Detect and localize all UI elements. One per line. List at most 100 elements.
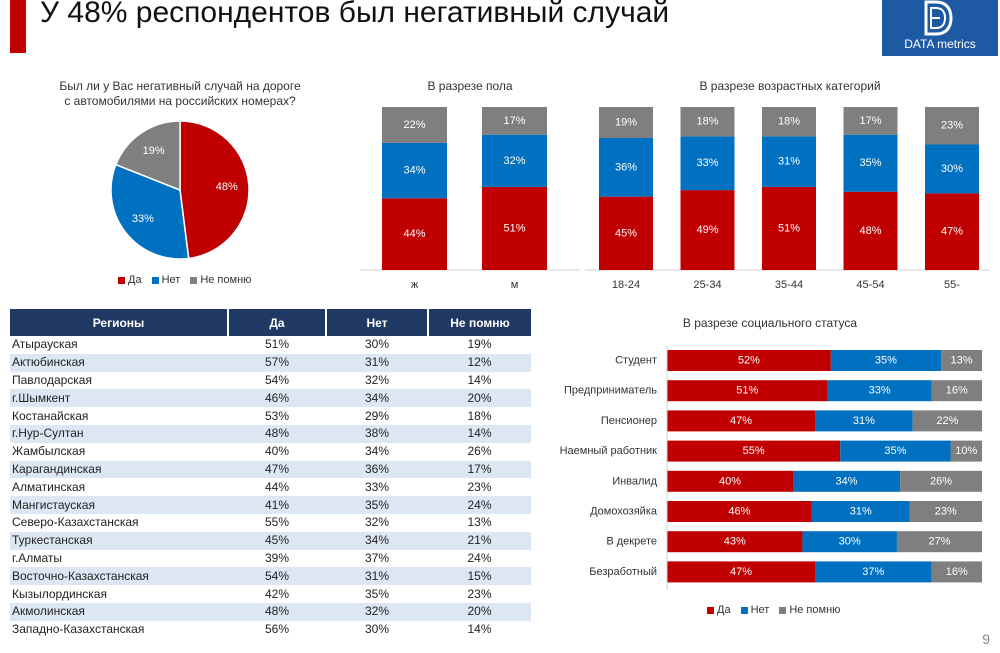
pie-label-dontknow: 19% xyxy=(143,145,165,157)
age-chart: 45% 36% 19% 18-24 49% 33% 18% 25-34 51% 31% 18% 35-… xyxy=(585,107,990,291)
column-header-no: Нет xyxy=(326,309,429,336)
social-chart: Студент 52% 35% 13% Предприниматель 51% 33% 16%… xyxy=(560,346,982,590)
social-bar-dontknow xyxy=(900,470,982,492)
gender-bar-yes xyxy=(382,198,447,270)
table-row: Акмолинская 48% 32% 20% xyxy=(10,602,531,621)
region-name-cell: Туркестанская xyxy=(10,531,228,550)
age-bar-no xyxy=(762,136,816,187)
age-value-label: 30% xyxy=(941,163,963,175)
gender-chart-title: В разрезе пола xyxy=(427,79,513,93)
column-header-region: Регионы xyxy=(10,309,229,336)
legend-label-dontknow: Не помню xyxy=(789,604,841,616)
percent-cell-no: 32% xyxy=(326,602,428,621)
region-name-cell: Карагандинская xyxy=(10,460,228,479)
region-name-cell: г.Нур-Султан xyxy=(10,424,228,443)
social-value-label: 34% xyxy=(836,475,858,487)
percent-cell-yes: 53% xyxy=(264,408,290,423)
social-bar-yes xyxy=(667,561,816,583)
age-value-label: 17% xyxy=(859,115,881,127)
legend-swatch-no xyxy=(151,276,159,284)
percent-cell-dontknow: 13% xyxy=(467,515,492,530)
legend-swatch-no xyxy=(740,606,748,614)
percent-cell-no: 34% xyxy=(364,444,390,459)
social-category-label: Студент xyxy=(615,355,657,367)
table-row: Актюбинская 57% 31% 12% xyxy=(10,353,531,372)
age-category-label: 35-44 xyxy=(775,279,803,291)
gender-bar-no xyxy=(482,134,547,187)
legend-label-yes: Да xyxy=(717,604,731,616)
social-category-label: Предприниматель xyxy=(564,385,657,397)
percent-cell-yes: 54% xyxy=(228,567,326,586)
region-name-cell: Актюбинская xyxy=(10,353,228,372)
age-value-label: 35% xyxy=(859,157,881,169)
percent-cell-no: 38% xyxy=(326,424,428,443)
region-name-cell: Атырауская xyxy=(12,337,78,352)
gender-chart: 44% 34% 22% ж 51% 32% 17% м xyxy=(360,107,580,291)
social-value-label: 16% xyxy=(946,566,968,578)
social-bar-yes xyxy=(667,501,812,522)
table-row: Костанайская 53% 29% 18% xyxy=(10,407,531,425)
percent-cell-dontknow: 12% xyxy=(428,353,531,372)
legend-item-no: Нет xyxy=(151,274,180,286)
age-bar-no xyxy=(843,134,898,192)
pie-chart: 48% 33% 19% xyxy=(110,120,250,260)
age-value-label: 51% xyxy=(778,222,800,234)
pie-title-line-1: Был ли у Вас негативный случай на дороге xyxy=(59,79,301,93)
gender-bar-yes xyxy=(482,186,547,270)
social-bar-no xyxy=(793,470,901,492)
pie-slice-dontknow xyxy=(114,120,181,192)
social-value-label: 16% xyxy=(946,385,968,397)
table-row: Северо-Казахстанская 55% 32% 13% xyxy=(10,514,531,532)
percent-cell-dontknow: 24% xyxy=(467,550,492,565)
data-metrics-logo: DATA metrics xyxy=(882,0,998,56)
legend-swatch-dontknow xyxy=(779,606,787,614)
social-bar-dontknow xyxy=(950,440,982,462)
percent-cell-no: 30% xyxy=(364,622,390,637)
percent-cell-no: 34% xyxy=(326,531,428,550)
title-accent-bar xyxy=(10,0,26,53)
table-row: Кызылординская 42% 35% 23% xyxy=(10,585,531,603)
age-value-label: 33% xyxy=(696,157,718,169)
age-bar-yes xyxy=(925,193,979,270)
social-value-label: 51% xyxy=(736,385,758,397)
age-category-label: 25-34 xyxy=(693,279,721,291)
social-bar-no xyxy=(830,350,942,371)
age-category-label: 45-54 xyxy=(856,279,884,291)
social-bar-dontknow xyxy=(909,501,982,522)
age-bar-no xyxy=(925,144,979,194)
social-value-label: 35% xyxy=(884,445,906,457)
gender-value-label: 34% xyxy=(403,165,425,177)
table-row: Мангистауская 41% 35% 24% xyxy=(10,496,531,514)
region-name-cell: Западно-Казахстанская xyxy=(12,622,145,637)
gender-value-label: 22% xyxy=(403,119,425,131)
percent-cell-yes: 42% xyxy=(264,586,290,601)
social-value-label: 26% xyxy=(930,475,952,487)
table-row: Карагандинская 47% 36% 17% xyxy=(10,460,531,479)
age-bar-dontknow xyxy=(680,107,735,137)
table-row: Жамбылская 40% 34% 26% xyxy=(10,443,531,461)
gender-bar-no xyxy=(382,142,447,199)
percent-cell-dontknow: 20% xyxy=(428,602,531,621)
gender-value-label: 17% xyxy=(503,115,525,127)
page-number: 9 xyxy=(982,631,990,647)
region-name-cell: Акмолинская xyxy=(10,602,228,621)
percent-cell-yes: 47% xyxy=(228,460,326,479)
region-name-cell: Кызылординская xyxy=(12,586,107,601)
gender-value-label: 44% xyxy=(403,228,425,240)
age-value-label: 45% xyxy=(615,227,637,239)
age-value-label: 18% xyxy=(778,116,800,128)
table-row: Алматинская 44% 33% 23% xyxy=(10,478,531,496)
social-bar-dontknow xyxy=(931,380,982,402)
percent-cell-dontknow: 24% xyxy=(428,496,531,514)
social-bar-yes xyxy=(667,531,803,553)
social-bar-dontknow xyxy=(912,410,982,432)
social-value-label: 46% xyxy=(728,506,750,518)
percent-cell-dontknow: 14% xyxy=(467,622,492,637)
table-row: Западно-Казахстанская 56% 30% 14% xyxy=(10,621,531,639)
social-bar-yes xyxy=(667,380,828,402)
social-value-label: 23% xyxy=(935,506,957,518)
social-value-label: 22% xyxy=(936,415,958,427)
age-category-label: 18-24 xyxy=(612,279,640,291)
social-value-label: 40% xyxy=(719,475,741,487)
region-name-cell: г.Шымкент xyxy=(10,389,228,408)
